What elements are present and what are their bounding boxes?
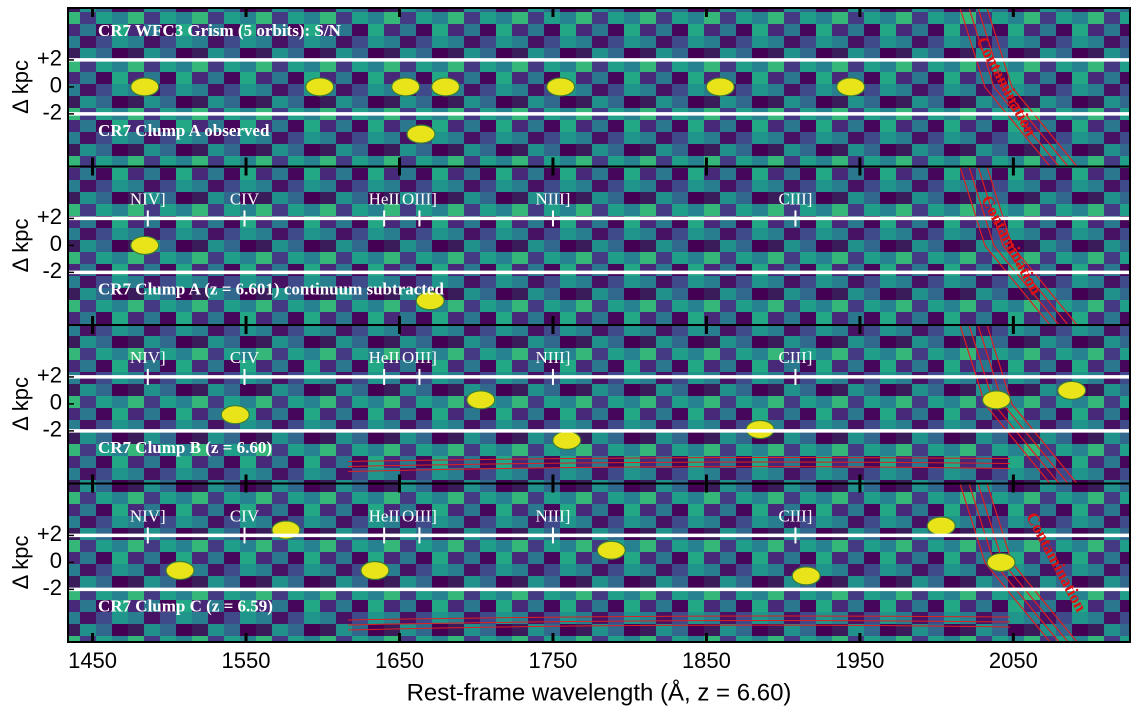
source (981, 390, 1012, 410)
x-tick-label: 2050 (989, 648, 1038, 673)
contamination-contour (959, 483, 1051, 643)
contamination-contour (347, 624, 1011, 631)
source (305, 77, 335, 97)
contamination-contour (347, 457, 1011, 462)
y-tick-label: -2 (42, 417, 62, 442)
panel-frame (67, 482, 1131, 643)
line-label: CIII] (778, 348, 812, 367)
y-tick-label: +2 (37, 363, 62, 388)
panel-title: CR7 WFC3 Grism (5 orbits): S/N (98, 21, 342, 40)
source (705, 77, 735, 97)
panel-background (68, 483, 1130, 642)
source (1057, 380, 1087, 401)
y-tick-label: 0 (50, 548, 62, 573)
line-label: CIV (230, 348, 260, 367)
y-tick-label: -2 (42, 575, 62, 600)
source (596, 540, 626, 560)
x-tick-label: 1650 (375, 648, 424, 673)
contamination-contour (968, 7, 1060, 167)
line-label: HeII (369, 189, 400, 208)
source (220, 405, 250, 425)
source (165, 560, 195, 581)
y-tick-label: 0 (50, 231, 62, 256)
panel-label: CR7 Clump B (z = 6.60) (98, 438, 272, 457)
y-tick-label: -2 (42, 100, 62, 125)
source (415, 291, 445, 311)
contamination-contour (347, 466, 1011, 472)
panel-background (68, 8, 1130, 167)
line-label: HeII (369, 348, 400, 367)
line-label: OIII] (402, 506, 437, 525)
y-tick-label: 0 (50, 73, 62, 98)
contamination-contour (959, 7, 1051, 167)
line-label: NIII] (535, 189, 570, 208)
x-axis-label: Rest-frame wavelength (Å, z = 6.60) (407, 678, 792, 706)
contamination-contour (977, 7, 1069, 167)
y-tick-label: +2 (37, 46, 62, 71)
source (836, 77, 866, 97)
panel-label: CR7 Clump A (z = 6.601) continuum subtra… (98, 279, 444, 298)
line-label: OIII] (402, 348, 437, 367)
contamination-contour (986, 7, 1078, 167)
line-label: CIII] (778, 506, 812, 525)
line-label: CIV (230, 189, 260, 208)
line-label: NIII] (535, 506, 570, 525)
y-tick-label: +2 (37, 204, 62, 229)
source (130, 235, 160, 256)
line-label: OIII] (402, 189, 437, 208)
source (406, 124, 436, 144)
panel-background (68, 325, 1130, 484)
source (546, 77, 576, 97)
y-tick-label: -2 (42, 258, 62, 283)
x-tick-label: 1550 (222, 648, 271, 673)
y-axis-label: Δ kpc (8, 60, 33, 114)
contamination-contour (347, 620, 1011, 626)
y-tick-label: +2 (37, 521, 62, 546)
y-axis-label: Δ kpc (8, 377, 33, 431)
source (926, 516, 956, 536)
x-tick-label: 1850 (682, 648, 731, 673)
panel-label: CR7 Clump C (z = 6.59) (98, 596, 273, 615)
source (466, 390, 496, 410)
panel-background (68, 166, 1130, 325)
contamination-contour (959, 166, 1051, 326)
y-axis-label: Δ kpc (8, 218, 33, 272)
contamination-contour (986, 166, 1078, 326)
x-tick-label: 1950 (835, 648, 884, 673)
panel-label: CR7 Clump A observed (98, 121, 270, 140)
line-label: NIII] (535, 348, 570, 367)
source (986, 552, 1016, 573)
source (360, 560, 390, 581)
x-tick-label: 1750 (528, 648, 577, 673)
source (430, 77, 461, 97)
line-label: NIV] (130, 506, 166, 525)
x-tick-label: 1450 (68, 648, 117, 673)
line-label: NIV] (130, 189, 166, 208)
contamination-contour (977, 166, 1069, 326)
contamination-contour (347, 461, 1011, 467)
line-label: CIII] (778, 189, 812, 208)
y-tick-label: 0 (50, 390, 62, 415)
y-axis-label: Δ kpc (8, 535, 33, 589)
contamination-contour (986, 324, 1078, 484)
line-label: CIV (230, 506, 260, 525)
source (130, 77, 160, 97)
contamination-contour (968, 166, 1060, 326)
contamination-contour (347, 615, 1011, 621)
line-label: NIV] (130, 348, 166, 367)
source (552, 430, 582, 450)
source (391, 77, 421, 97)
source (791, 566, 821, 586)
line-label: HeII (369, 506, 400, 525)
